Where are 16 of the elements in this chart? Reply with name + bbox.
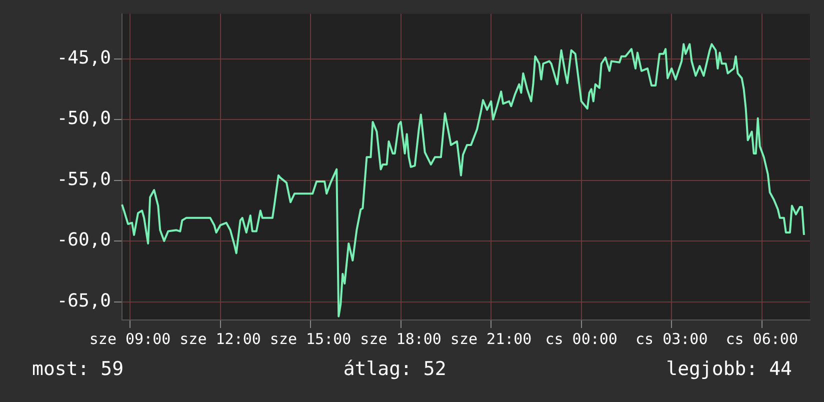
y-tick-label: -55,0	[56, 168, 111, 190]
text: most: 59	[32, 358, 124, 380]
x-tick-label: cs 06:00	[726, 330, 798, 348]
text: átlag: 52	[343, 358, 446, 380]
x-tick-label: sze 18:00	[360, 330, 442, 348]
x-tick-label: sze 15:00	[270, 330, 352, 348]
y-tick-label: -45,0	[56, 47, 111, 68]
text: legjobb: 44	[666, 358, 792, 380]
y-tick-label: -65,0	[56, 290, 111, 312]
x-tick-label: sze 09:00	[89, 330, 171, 348]
x-tick-label: cs 03:00	[635, 330, 708, 348]
x-tick-label: cs 00:00	[545, 330, 618, 348]
y-tick-label: -60,0	[56, 230, 111, 251]
x-tick-label: sze 12:00	[180, 330, 261, 348]
y-tick-label: -50,0	[56, 108, 111, 130]
x-tick-label: sze 21:00	[450, 330, 532, 348]
